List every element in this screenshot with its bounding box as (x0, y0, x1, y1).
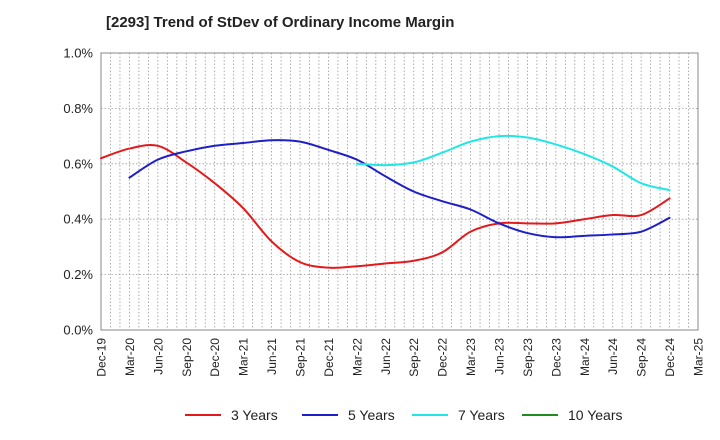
y-tick-label: 0.2% (63, 267, 93, 282)
x-tick-label: Mar-22 (350, 338, 364, 376)
x-tick-label: Mar-21 (237, 338, 251, 376)
legend-label: 10 Years (568, 407, 623, 423)
legend-item-5-years: 5 Years (302, 404, 395, 426)
x-tick-label: Mar-23 (464, 338, 478, 376)
x-tick-label: Mar-25 (692, 338, 706, 376)
x-tick-label: Dec-24 (663, 338, 677, 377)
x-tick-label: Sep-24 (635, 338, 649, 377)
plot-area-border (100, 52, 699, 331)
series-line-7-years (355, 134, 671, 192)
legend-label: 7 Years (458, 407, 505, 423)
legend-item-7-years: 7 Years (412, 404, 505, 426)
y-tick-label: 0.0% (63, 323, 93, 338)
axes: 0.0% 0.2% 0.4% 0.6% 0.8% 1.0% Dec-19 Mar-20 Jun-… (63, 46, 705, 377)
legend-label: 3 Years (231, 407, 278, 423)
chart-title: [2293] Trend of StDev of Ordinary Income… (106, 14, 455, 31)
x-tick-label: Sep-22 (407, 338, 421, 377)
y-tick-label: 0.6% (63, 156, 93, 171)
series-lines (100, 134, 671, 269)
grid (101, 53, 698, 330)
y-tick-label: 1.0% (63, 46, 93, 61)
x-tick-label: Dec-19 (95, 338, 109, 377)
y-tick-label: 0.8% (63, 101, 93, 116)
legend-label: 5 Years (348, 407, 395, 423)
x-tick-label: Sep-23 (521, 338, 535, 377)
legend-swatch (302, 414, 338, 416)
x-tick-label: Dec-23 (549, 338, 563, 377)
x-tick-label: Jun-21 (265, 338, 279, 375)
series-line-3-years (100, 143, 671, 269)
legend-swatch (522, 414, 558, 416)
x-tick-label: Jun-20 (151, 338, 165, 375)
x-tick-label: Jun-22 (379, 338, 393, 375)
x-tick-label: Jun-23 (493, 338, 507, 375)
x-tick-label: Dec-22 (436, 338, 450, 377)
x-tick-label: Mar-24 (578, 338, 592, 376)
x-tick-label: Mar-20 (123, 338, 137, 376)
x-tick-label: Dec-21 (322, 338, 336, 377)
x-tick-label: Sep-21 (294, 338, 308, 377)
x-tick-label: Jun-24 (606, 338, 620, 375)
y-tick-label: 0.4% (63, 212, 93, 227)
series-line-5-years (128, 139, 671, 239)
x-tick-label: Sep-20 (180, 338, 194, 377)
legend-swatch (412, 414, 448, 416)
legend-item-3-years: 3 Years (185, 404, 278, 426)
x-tick-label: Dec-20 (208, 338, 222, 377)
legend-item-10-years: 10 Years (522, 404, 623, 426)
legend: 3 Years 5 Years 7 Years 10 Years (0, 404, 720, 426)
legend-swatch (185, 414, 221, 416)
